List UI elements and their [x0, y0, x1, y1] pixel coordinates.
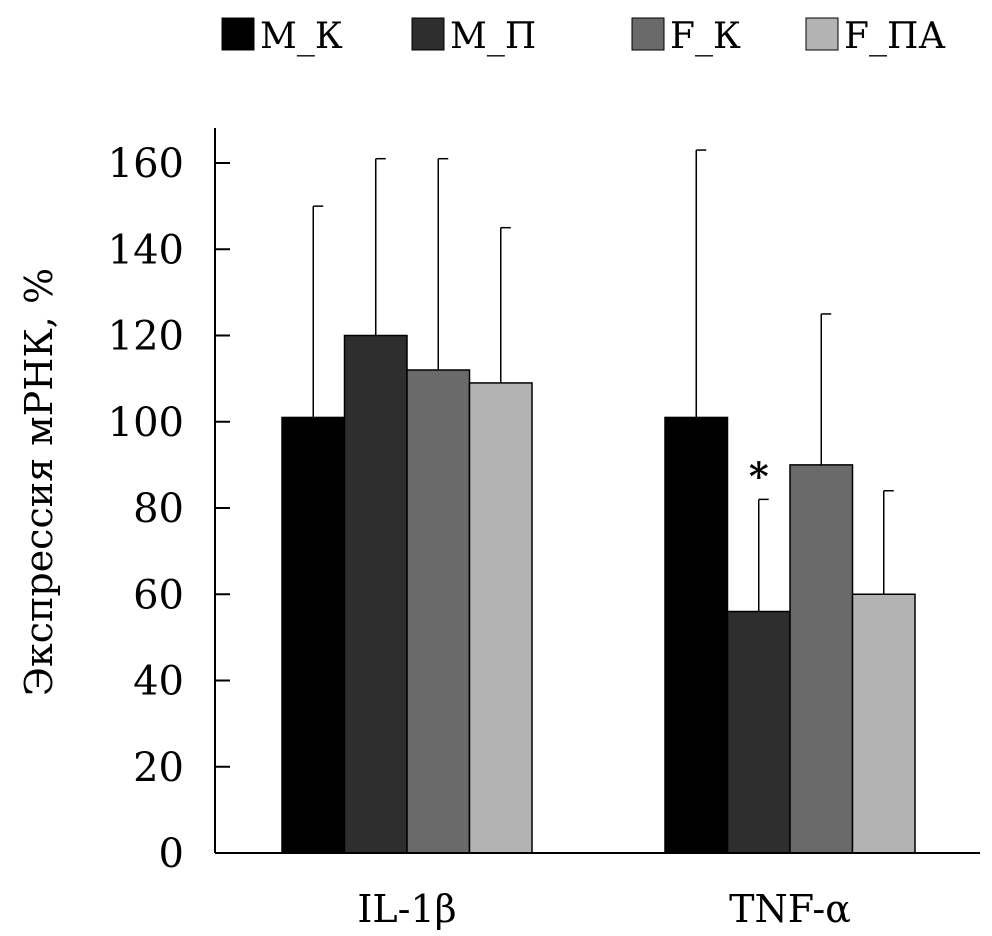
x-category-label: IL-1β: [357, 887, 456, 931]
y-tick-label: 80: [133, 486, 184, 532]
bars: [281, 334, 916, 854]
significance-asterisk: *: [749, 453, 769, 498]
annotations: *: [749, 453, 769, 498]
y-tick-label: 140: [108, 227, 184, 273]
bar: [281, 416, 346, 854]
y-tick-label: 100: [108, 400, 184, 446]
error-bars: [312, 149, 894, 612]
y-axis-label: Экспрессия мРНК, %: [17, 268, 61, 696]
bar: [851, 593, 916, 854]
y-tick-label: 20: [133, 745, 184, 791]
y-tick-label: 60: [133, 572, 184, 618]
bar: [726, 610, 791, 854]
legend-label: F_К: [670, 16, 741, 57]
legend-label: F_ПА: [844, 16, 946, 57]
y-axis-ticks: 0 20 40 60 80 100 120 140 160: [108, 141, 230, 877]
legend-swatch: [221, 17, 255, 51]
y-tick-label: 0: [159, 831, 184, 877]
legend: M_К M_П F_К F_ПА: [221, 16, 946, 57]
y-tick-label: 40: [133, 659, 184, 705]
legend-swatch: [411, 17, 445, 51]
bar: [406, 369, 471, 854]
bar: [468, 382, 533, 854]
legend-label: M_К: [260, 16, 343, 57]
bar: [664, 416, 729, 854]
x-category-label: TNF-α: [729, 887, 851, 931]
legend-swatch: [631, 17, 665, 51]
bar: [789, 464, 854, 854]
legend-label: M_П: [450, 16, 536, 57]
bar: [343, 334, 408, 854]
legend-swatch: [805, 17, 839, 51]
y-tick-label: 160: [108, 141, 184, 187]
x-axis-labels: IL-1β TNF-α: [357, 887, 851, 931]
y-tick-label: 120: [108, 314, 184, 360]
